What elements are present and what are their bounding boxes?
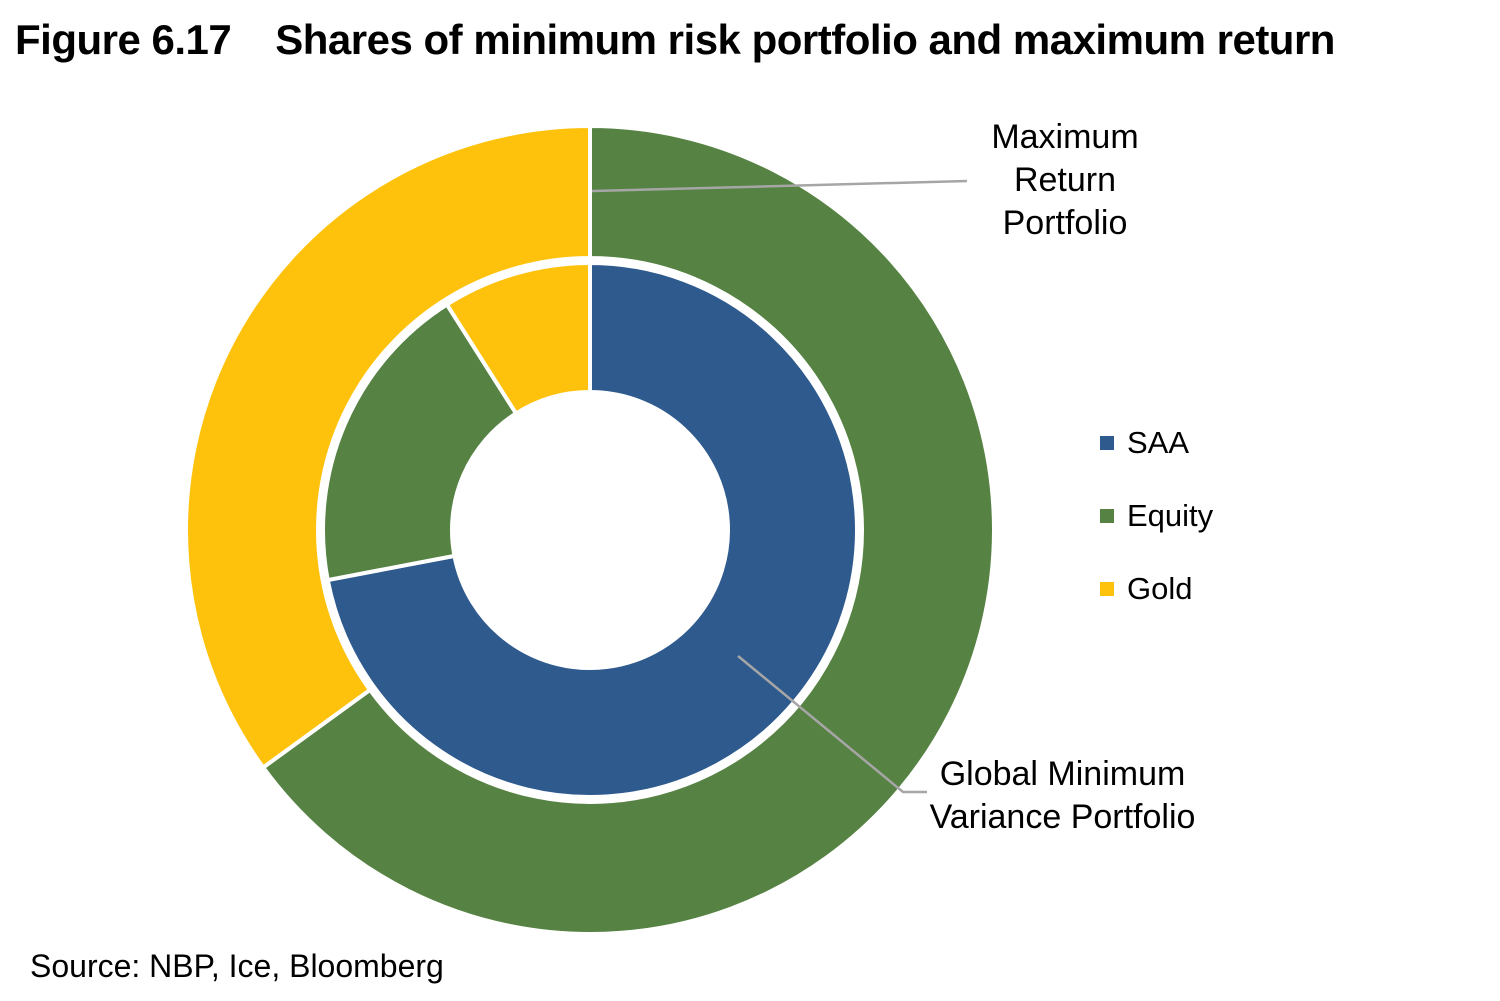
figure-title-text: Shares of minimum risk portfolio and max… (275, 16, 1335, 63)
annotation-global-minimum-variance-portfolio: Global Minimum Variance Portfolio (929, 755, 1196, 836)
annotation-maximum-return-portfolio: Maximum Return Portfolio (991, 118, 1139, 242)
legend-item-equity: Equity (1100, 497, 1213, 534)
legend: SAA Equity Gold (1100, 424, 1213, 643)
figure-number: Figure 6.17 (15, 16, 232, 63)
legend-item-gold: Gold (1100, 570, 1213, 607)
legend-swatch-equity-icon (1100, 508, 1114, 523)
inner-ring-segment-saa (325, 261, 859, 799)
legend-swatch-saa-icon (1100, 435, 1114, 450)
legend-label-saa: SAA (1127, 424, 1190, 460)
figure-title: Figure 6.17 Shares of minimum risk portf… (15, 16, 1335, 64)
legend-swatch-gold-icon (1100, 581, 1114, 596)
legend-item-saa: SAA (1100, 424, 1213, 461)
inner-ring-segment-gold (444, 261, 592, 416)
legend-label-gold: Gold (1127, 570, 1193, 606)
legend-label-equity: Equity (1127, 497, 1214, 533)
leader-line-global-minimum-variance (737, 655, 927, 794)
outer-ring-segment-gold (184, 124, 592, 770)
leader-line-maximum-return (591, 179, 968, 193)
source-note: Source: NBP, Ice, Bloomberg (30, 948, 444, 984)
donut-rings (184, 124, 996, 936)
outer-ring-segment-equity (261, 124, 996, 936)
inner-ring-segment-equity (321, 302, 519, 583)
